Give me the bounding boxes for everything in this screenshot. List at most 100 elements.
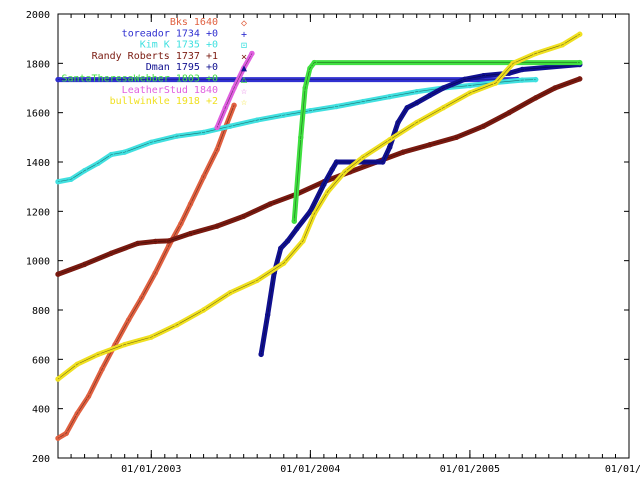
y-tick-label: 1400 <box>26 158 50 169</box>
y-tick-label: 600 <box>32 355 50 366</box>
series-4-point-1 <box>264 312 271 318</box>
series-0 <box>55 102 237 441</box>
series-5-point-1 <box>298 134 304 141</box>
series-2-point-10 <box>254 117 260 123</box>
legend-glyph-1: + <box>241 29 247 40</box>
series-2-point-12 <box>307 107 314 114</box>
legend-label-2: Kim K 1735 +0 <box>140 40 218 51</box>
series-2-point-15 <box>387 93 393 100</box>
series-0-point-11 <box>187 201 194 207</box>
series-layer <box>55 31 583 441</box>
series-0-point-9 <box>166 243 172 249</box>
series-3-point-5 <box>166 238 172 244</box>
y-tick-label: 1200 <box>26 207 50 218</box>
series-5-point-2 <box>302 85 308 91</box>
series-7 <box>55 31 583 382</box>
series-4-point-3 <box>278 245 284 252</box>
x-tick-label: 01/01/2004 <box>280 464 340 475</box>
series-5-point-5 <box>577 59 583 66</box>
series-7-point-5 <box>174 322 180 328</box>
series-core-line-7 <box>57 33 580 380</box>
series-2-point-13 <box>333 103 340 110</box>
series-2-point-6 <box>148 139 154 145</box>
series-1-point-0 <box>55 76 61 83</box>
series-7-point-6 <box>200 307 207 313</box>
series-4-point-14 <box>414 100 420 106</box>
series-core-line-2 <box>57 79 536 183</box>
legend-glyph-6: ☆ <box>241 86 247 97</box>
series-3-point-21 <box>577 76 583 82</box>
series-1 <box>55 76 521 83</box>
series-7-point-2 <box>95 351 101 358</box>
series-7-point-7 <box>227 290 233 296</box>
legend-label-4: Dman 1795 +0 <box>146 62 218 73</box>
series-core-line-5 <box>293 62 580 222</box>
series-7-point-15 <box>387 137 393 143</box>
series-7-point-17 <box>440 105 447 111</box>
series-4-point-8 <box>329 166 335 173</box>
legend-glyph-5: △ <box>241 75 247 86</box>
y-tick-label: 800 <box>32 306 50 317</box>
series-4-point-11 <box>387 144 393 150</box>
series-3-point-8 <box>240 213 247 219</box>
series-7-point-0 <box>55 376 61 382</box>
y-tick-label: 400 <box>32 405 50 416</box>
series-4-point-16 <box>440 85 447 91</box>
series-7-point-1 <box>74 361 80 367</box>
series-5-point-0 <box>291 218 297 224</box>
series-2-point-2 <box>81 167 88 174</box>
legend-label-0: Bks 1640 <box>170 17 218 28</box>
series-6 <box>214 50 255 131</box>
series-0-point-6 <box>125 317 132 323</box>
series-6-point-3 <box>240 65 247 71</box>
series-7-point-19 <box>492 80 499 86</box>
series-3-point-7 <box>214 223 220 229</box>
series-4-point-9 <box>333 159 340 165</box>
series-4-point-18 <box>480 72 487 79</box>
series-7-point-22 <box>559 42 566 48</box>
series-3-point-2 <box>108 250 114 256</box>
series-4 <box>258 61 583 358</box>
series-3-point-14 <box>400 149 406 155</box>
series-0-point-15 <box>231 102 237 108</box>
series-2-point-14 <box>360 98 366 105</box>
series-core-line-4 <box>260 64 580 355</box>
series-4-point-13 <box>404 105 410 111</box>
series-2-point-9 <box>227 123 233 129</box>
x-axis: 01/01/2003 01/01/2004 01/01/2005 01/01/20 <box>57 14 640 475</box>
legend-label-7: bullwinkle 1918 +2 <box>110 96 218 107</box>
series-2-point-20 <box>519 77 525 83</box>
series-5-point-4 <box>311 59 317 66</box>
series-7-point-9 <box>281 260 287 266</box>
series-2-point-7 <box>174 133 180 139</box>
series-core-line-6 <box>216 53 253 128</box>
series-2-point-4 <box>108 151 114 158</box>
series-7-point-4 <box>148 334 154 340</box>
series-0-point-2 <box>74 410 80 417</box>
series-0-point-3 <box>85 393 92 400</box>
legend-glyph-3: × <box>241 52 247 63</box>
series-7-point-14 <box>360 154 366 160</box>
series-7-point-12 <box>325 188 331 195</box>
series-3-point-9 <box>267 201 273 207</box>
series-2-point-1 <box>68 176 74 182</box>
y-tick-label: 1800 <box>26 59 50 70</box>
legend-glyph-0: ◇ <box>241 18 247 29</box>
series-7-point-10 <box>300 238 306 244</box>
series-4-point-12 <box>395 119 401 126</box>
series-4-point-10 <box>380 159 386 165</box>
legend-glyph-2: ⊡ <box>241 41 247 52</box>
series-4-point-6 <box>307 208 314 215</box>
series-0-point-10 <box>178 220 184 227</box>
series-3-point-4 <box>152 238 158 245</box>
series-2-point-8 <box>200 129 207 136</box>
series-3-point-20 <box>552 85 558 91</box>
x-tick-label: 01/01/20 <box>605 464 640 475</box>
x-tick-label: 01/01/2003 <box>121 464 181 475</box>
series-7-point-8 <box>254 277 260 284</box>
series-6-point-1 <box>222 105 229 111</box>
series-3-point-0 <box>55 271 61 277</box>
series-3-point-19 <box>533 95 539 101</box>
series-4-point-5 <box>294 225 300 232</box>
